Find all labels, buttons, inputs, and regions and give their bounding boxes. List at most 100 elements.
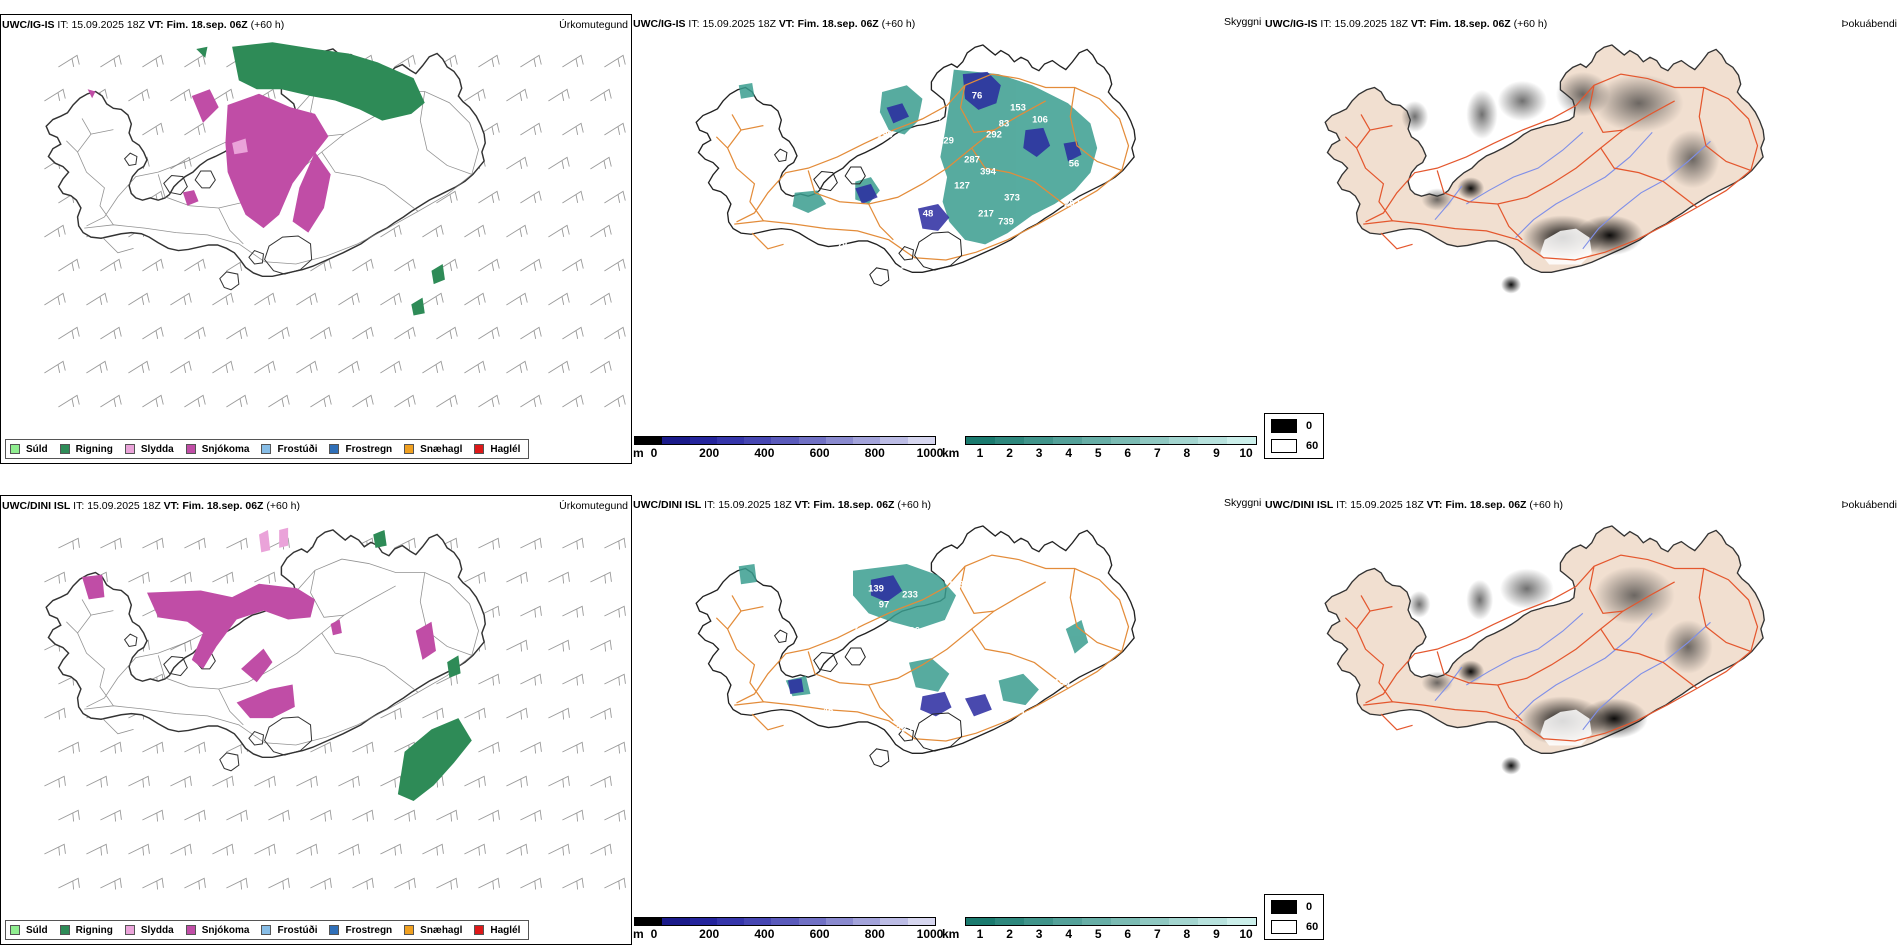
precip-map [44, 42, 626, 408]
cloud-base-color-step [689, 918, 717, 925]
rain-areas [373, 529, 472, 801]
cloud-base-value-label: 182 [1044, 256, 1060, 268]
wind-barb [590, 156, 612, 170]
cloud-base-value-label: 127 [954, 180, 970, 192]
cloud-base-value-label: 113 [864, 731, 880, 743]
fog-panel-row1: UWC/DINI ISL IT: 15.09.2025 18Z VT: Fim.… [1264, 495, 1900, 945]
legend-swatch [10, 925, 20, 935]
legend-item-haglél: Haglél [474, 444, 520, 455]
wind-barb [548, 292, 570, 306]
wind-barb [86, 843, 108, 856]
sleet-areas [232, 138, 248, 155]
fog-map [1324, 525, 1765, 775]
legend-item-slydda: Slydda [124, 925, 174, 936]
wind-barb [380, 360, 402, 374]
visibility-unit: km [942, 446, 960, 460]
wind-barb [226, 537, 248, 550]
wind-barb [338, 292, 360, 306]
wind-barb [548, 707, 570, 720]
wind-barb [170, 292, 192, 306]
legend-label: Snjókoma [201, 443, 250, 455]
legend-swatch [59, 925, 70, 935]
wind-barb [604, 605, 626, 618]
cloud-base-value-label: 106 [1032, 114, 1048, 126]
wind-barb [170, 88, 192, 102]
cloud-base-colorbar-strip [634, 436, 936, 445]
cloud-base-value-label: 42 [1073, 228, 1085, 240]
wind-barb [58, 877, 80, 890]
panel-title: UWC/DINI ISL IT: 15.09.2025 18Z VT: Fim.… [633, 499, 931, 511]
wind-barb [184, 809, 206, 822]
visibility-color-step [1111, 918, 1140, 925]
wind-barb [310, 877, 332, 890]
legend-label: Snæhagl [420, 924, 463, 936]
cloud-base-value-label: 56 [1068, 158, 1080, 170]
wind-barb [464, 360, 486, 374]
wind-barb [128, 360, 150, 374]
wind-barb [352, 394, 374, 408]
wind-barb [590, 843, 612, 856]
wind-barb [170, 843, 192, 856]
wind-barb [436, 809, 458, 822]
legend-item-snjókoma: Snjókoma [185, 924, 250, 936]
fog-occurrence-legend: 0 60 [1264, 413, 1324, 459]
wind-barb [100, 258, 122, 272]
wind-barb [464, 88, 486, 102]
wind-barb [422, 707, 444, 720]
visibility-color-step [1169, 918, 1198, 925]
legend-item-snjókoma: Snjókoma [185, 443, 250, 455]
cloud-base-value-label: 110 [944, 771, 960, 783]
wind-barb [380, 292, 402, 306]
cloud-base-color-step [771, 918, 799, 925]
cloud-base-color-step [825, 437, 854, 444]
cloud-base-tick: 200 [699, 446, 720, 460]
legend-item-frostregn: Frostregn [329, 444, 392, 455]
cloud-base-value-label: 101 [1018, 280, 1034, 292]
legend-value: 0 [1306, 420, 1313, 432]
wind-barb [212, 88, 234, 102]
legend-item-slydda: Slydda [124, 444, 174, 455]
wind-barb [562, 537, 584, 550]
visibility-color-step [995, 437, 1024, 444]
wind-barb [184, 326, 206, 340]
cloud-base-value-label: 373 [1004, 192, 1020, 204]
wind-barb [310, 741, 332, 754]
wind-barb [58, 258, 80, 272]
cloud-base-value-label: 76 [971, 90, 983, 102]
wind-barb [296, 843, 318, 856]
cloud-base-tick: 400 [754, 446, 775, 460]
wind-barb [604, 673, 626, 686]
wind-barb [562, 809, 584, 822]
visibility-title: Skyggni [1224, 16, 1262, 28]
visibility-tick: 2 [1006, 927, 1013, 941]
visibility-color-step [966, 437, 995, 444]
wind-barb [86, 775, 108, 788]
wind-barb [436, 190, 458, 204]
wind-barb [478, 537, 500, 550]
cloud-base-value-label: 201 [1062, 690, 1078, 702]
wind-barb [520, 809, 542, 822]
wind-barb [478, 258, 500, 272]
wind-barb [100, 877, 122, 890]
visibility-colorbar: km 1 2 3 4 5 6 7 8 9 10 [942, 436, 1264, 466]
wind-barb [184, 394, 206, 408]
wind-barb [464, 224, 486, 238]
legend-label: Snjókoma [201, 924, 250, 936]
wind-barb [44, 775, 66, 788]
wind-barb [590, 775, 612, 788]
cloud-base-value-label: 78 [836, 240, 848, 252]
legend-label: Rigning [75, 924, 113, 936]
wind-barb [562, 258, 584, 272]
wind-barb [142, 877, 164, 890]
wind-barb [58, 809, 80, 822]
panel-title: UWC/DINI ISL IT: 15.09.2025 18Z VT: Fim.… [2, 500, 300, 512]
cloud-base-value-label: 126 [1012, 769, 1028, 781]
visibility-tick: 3 [1035, 927, 1043, 941]
wind-barb [128, 775, 150, 788]
visibility-color-step [1024, 918, 1053, 925]
legend-swatch [124, 444, 135, 454]
cloud-base-value-label: 208 [1002, 282, 1018, 294]
legend-swatch-black [1271, 900, 1297, 914]
visibility-title: Skyggni [1224, 497, 1262, 509]
cloud-base-value-label: 101 [982, 753, 998, 765]
